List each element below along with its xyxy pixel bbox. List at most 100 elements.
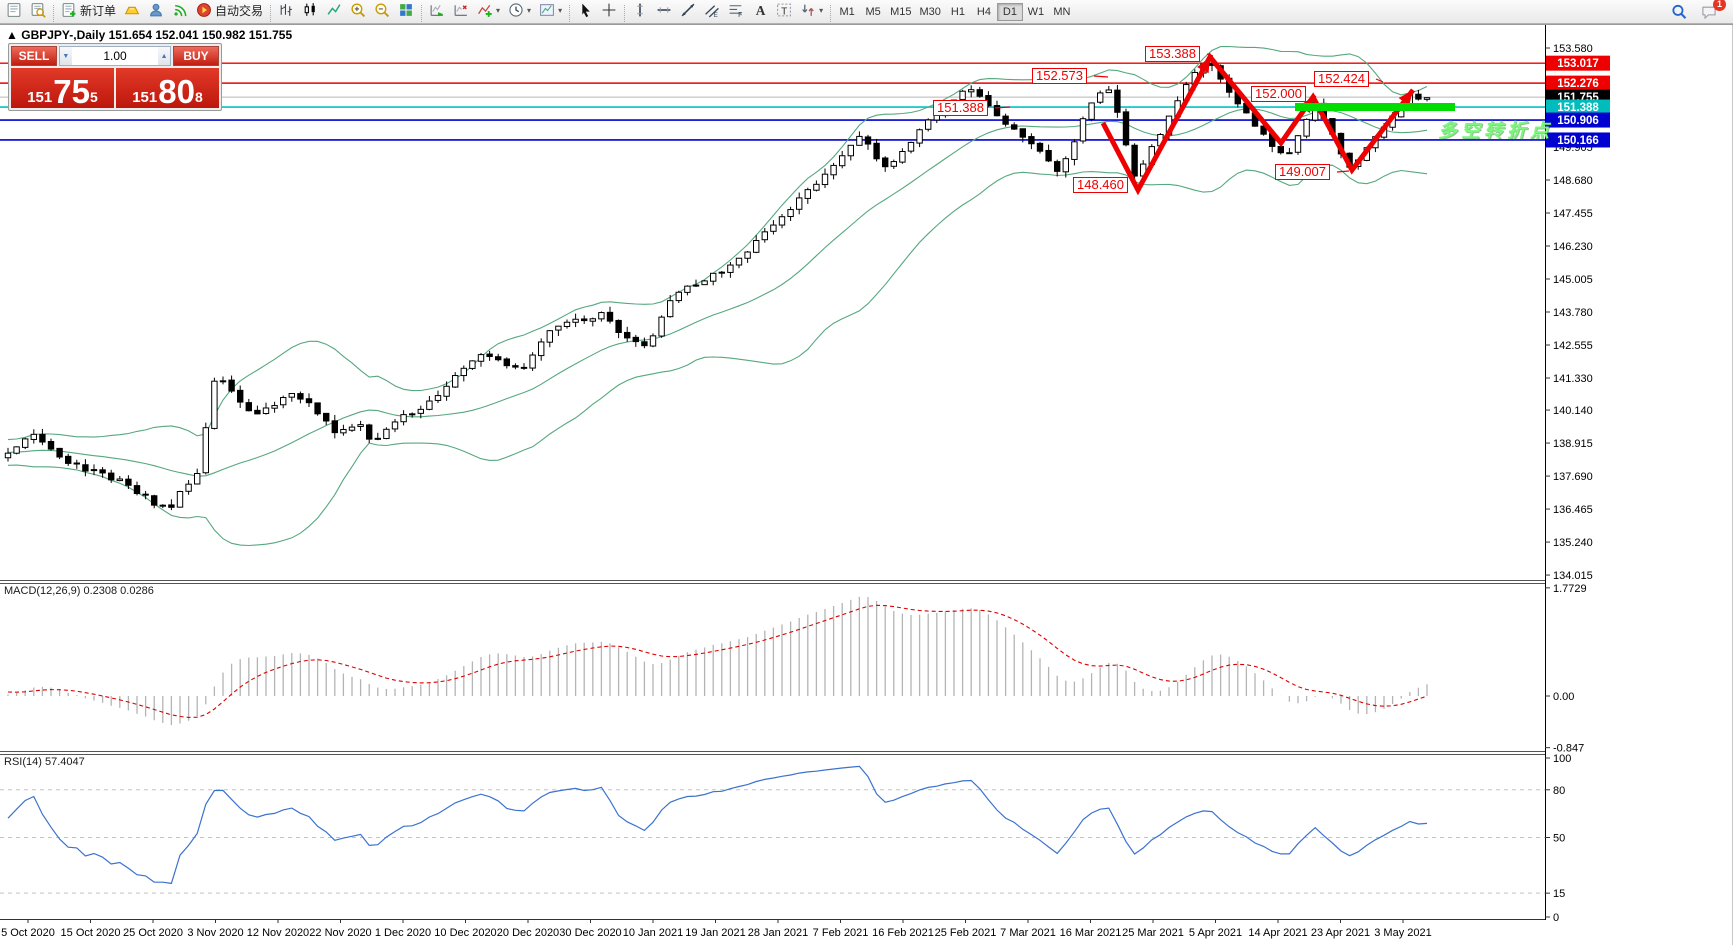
price-annotation-box[interactable]: 152.573 (1032, 68, 1087, 84)
horizontal-level-lines[interactable] (0, 62, 1545, 141)
trend-zigzag-arrows[interactable] (1100, 52, 1455, 196)
indicators-icon[interactable]: ▾ (473, 0, 504, 20)
svg-text:80: 80 (1553, 785, 1565, 797)
crosshair-icon[interactable] (597, 0, 621, 20)
svg-text:-0.847: -0.847 (1553, 743, 1584, 755)
vertical-line-icon[interactable] (628, 0, 652, 20)
timeframe-button-h1[interactable]: H1 (945, 3, 971, 21)
svg-text:30 Dec 2020: 30 Dec 2020 (559, 927, 621, 939)
candlestick-series[interactable] (4, 57, 1431, 511)
chat-button[interactable]: 1 (1697, 0, 1726, 22)
svg-text:145.005: 145.005 (1553, 274, 1593, 286)
periods-icon[interactable]: ▾ (504, 0, 535, 20)
svg-text:F: F (738, 12, 742, 18)
svg-text:152.276: 152.276 (1557, 78, 1599, 90)
zoom-in-icon[interactable] (346, 0, 370, 20)
fibonacci-icon[interactable]: F (724, 0, 748, 20)
trendline-icon[interactable] (676, 0, 700, 20)
volume-increase-button[interactable]: ▲ (158, 47, 170, 65)
sell-button[interactable]: SELL (11, 46, 57, 66)
price-annotation-box[interactable]: 153.388 (1145, 46, 1200, 62)
svg-text:14 Apr 2021: 14 Apr 2021 (1248, 927, 1307, 939)
new-order-button[interactable]: 新订单 (57, 0, 120, 20)
timeframe-button-m1[interactable]: M1 (834, 3, 860, 21)
svg-text:0.00: 0.00 (1553, 691, 1574, 703)
svg-text:T: T (781, 6, 787, 17)
cursor-icon[interactable] (573, 0, 597, 20)
svg-text:141.330: 141.330 (1553, 373, 1593, 385)
svg-text:16 Mar 2021: 16 Mar 2021 (1060, 927, 1122, 939)
time-axis[interactable]: 5 Oct 2020 15 Oct 2020 25 Oct 2020 3 Nov 20… (1, 919, 1432, 939)
svg-text:A: A (756, 3, 766, 18)
price-annotation-box[interactable]: 149.007 (1275, 164, 1330, 180)
buy-button[interactable]: BUY (173, 46, 219, 66)
svg-text:142.555: 142.555 (1553, 340, 1593, 352)
terminal-icon[interactable] (2, 0, 26, 20)
candlestick-chart-icon[interactable] (298, 0, 322, 20)
dropdown-caret-icon[interactable]: ▾ (558, 5, 563, 15)
zoom-out-icon[interactable] (370, 0, 394, 20)
svg-text:25 Oct 2020: 25 Oct 2020 (123, 927, 183, 939)
support-highlight-bar[interactable] (1295, 103, 1455, 111)
macd-indicator[interactable] (7, 596, 1428, 726)
label-icon[interactable]: T (772, 0, 796, 20)
rsi-indicator[interactable] (0, 765, 1545, 894)
toolbar-separator (569, 5, 571, 22)
bar-chart-icon[interactable] (274, 0, 298, 20)
timeframe-button-w1[interactable]: W1 (1023, 3, 1049, 21)
volume-input[interactable] (71, 47, 159, 65)
data-window-icon[interactable] (26, 0, 50, 20)
svg-text:23 Apr 2021: 23 Apr 2021 (1311, 927, 1370, 939)
volume-decrease-button[interactable]: ▼ (60, 47, 72, 65)
svg-text:1.7729: 1.7729 (1553, 583, 1587, 595)
price-annotation-box[interactable]: 148.460 (1073, 177, 1128, 193)
community-icon[interactable] (144, 0, 168, 20)
price-annotation-box[interactable]: 152.000 (1251, 86, 1306, 102)
rsi-label: RSI(14) 57.4047 (4, 756, 85, 768)
svg-text:146.230: 146.230 (1553, 241, 1593, 253)
text-icon[interactable]: A (748, 0, 772, 20)
timeframe-button-m30[interactable]: M30 (916, 3, 945, 21)
dropdown-caret-icon[interactable]: ▾ (527, 5, 532, 15)
dropdown-caret-icon[interactable]: ▾ (496, 5, 501, 15)
toolbar-separator (830, 5, 832, 22)
timeframe-button-d1[interactable]: D1 (996, 3, 1023, 21)
svg-text:100: 100 (1553, 753, 1571, 765)
svg-text:140.140: 140.140 (1553, 405, 1593, 417)
annotation-note[interactable]: 多空转折点 (1438, 121, 1554, 142)
timeframe-button-mn[interactable]: MN (1049, 3, 1075, 21)
price-annotation-box[interactable]: 151.388 (933, 100, 988, 116)
market-depth-icon[interactable] (120, 0, 144, 20)
svg-text:147.455: 147.455 (1553, 208, 1593, 220)
shapes-icon[interactable]: ▾ (796, 0, 827, 20)
svg-text:15 Oct 2020: 15 Oct 2020 (61, 927, 121, 939)
timeframe-button-m5[interactable]: M5 (860, 3, 886, 21)
templates-icon[interactable]: ▾ (535, 0, 566, 20)
svg-text:7 Mar 2021: 7 Mar 2021 (1000, 927, 1056, 939)
auto-scroll-icon[interactable] (425, 0, 449, 20)
collapse-marker-icon[interactable]: ▲ (6, 28, 18, 42)
buy-price[interactable]: 151 80 8 (116, 68, 219, 108)
channel-icon[interactable]: E (700, 0, 724, 20)
macd-label: MACD(12,26,9) 0.2308 0.0286 (4, 585, 154, 597)
svg-text:153.580: 153.580 (1553, 43, 1593, 55)
chat-badge: 1 (1713, 0, 1726, 11)
timeframe-button-m15[interactable]: M15 (886, 3, 915, 21)
dropdown-caret-icon[interactable]: ▾ (819, 5, 824, 15)
timeframe-button-h4[interactable]: H4 (971, 3, 997, 21)
line-chart-icon[interactable] (322, 0, 346, 20)
sell-price[interactable]: 151 75 5 (11, 68, 114, 108)
price-axis[interactable]: 153.580149.905148.680147.455146.230145.0… (1545, 43, 1593, 924)
price-annotation-box[interactable]: 152.424 (1314, 71, 1369, 87)
chart-shift-icon[interactable] (449, 0, 473, 20)
bollinger-bands (7, 45, 1428, 547)
signals-icon[interactable] (168, 0, 192, 20)
svg-text:151.388: 151.388 (1557, 102, 1599, 114)
toolbar-separator (53, 5, 54, 22)
horizontal-line-icon[interactable] (652, 0, 676, 20)
tile-windows-icon[interactable] (394, 0, 418, 20)
autotrading-button[interactable]: 自动交易 (192, 0, 267, 20)
search-button[interactable] (1667, 2, 1691, 22)
